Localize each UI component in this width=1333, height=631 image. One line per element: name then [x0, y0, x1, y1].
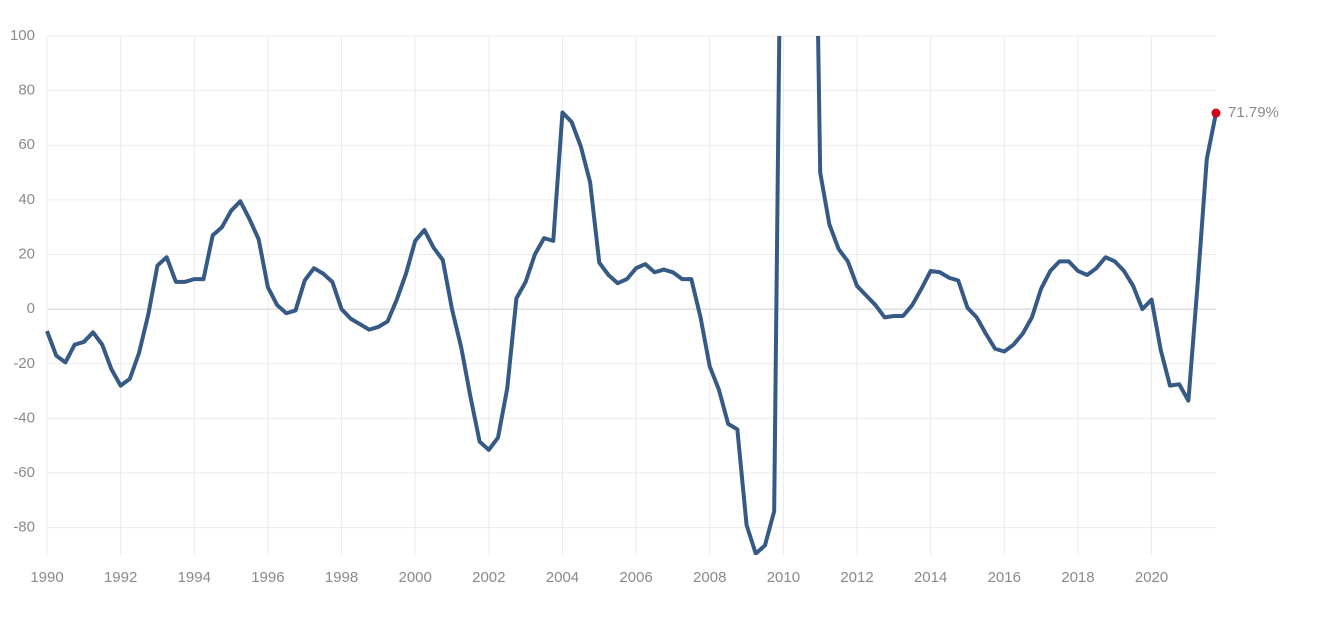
y-tick-label: 60 — [18, 136, 35, 153]
x-tick-label: 2006 — [619, 569, 652, 586]
x-tick-label: 1994 — [178, 569, 211, 586]
x-tick-label: 2020 — [1135, 569, 1168, 586]
x-tick-label: 2018 — [1061, 569, 1094, 586]
y-tick-label: 40 — [18, 191, 35, 208]
x-tick-label: 1992 — [104, 569, 137, 586]
x-tick-label: 2002 — [472, 569, 505, 586]
y-tick-label: -20 — [13, 355, 35, 372]
y-tick-label: -40 — [13, 409, 35, 426]
y-tick-label: 100 — [10, 27, 35, 44]
x-tick-label: 1998 — [325, 569, 358, 586]
x-tick-label: 1996 — [251, 569, 284, 586]
line — [45, 36, 1218, 555]
x-tick-label: 2012 — [840, 569, 873, 586]
y-tick-label: -60 — [13, 464, 35, 481]
x-tick-label: 2000 — [399, 569, 432, 586]
y-tick-label: -80 — [13, 519, 35, 536]
y-tick-label: 0 — [27, 300, 35, 317]
x-tick-label: 2010 — [767, 569, 800, 586]
x-tick-label: 1990 — [30, 569, 63, 586]
end-point — [1211, 108, 1221, 118]
data-label: 71.79% — [1228, 104, 1279, 121]
x-tick-label: 2014 — [914, 569, 947, 586]
y-tick-label: 20 — [18, 245, 35, 262]
x-tick-label: 2008 — [693, 569, 726, 586]
x-tick-label: 2004 — [546, 569, 579, 586]
y-tick-label: 80 — [18, 82, 35, 99]
x-tick-label: 2016 — [988, 569, 1021, 586]
